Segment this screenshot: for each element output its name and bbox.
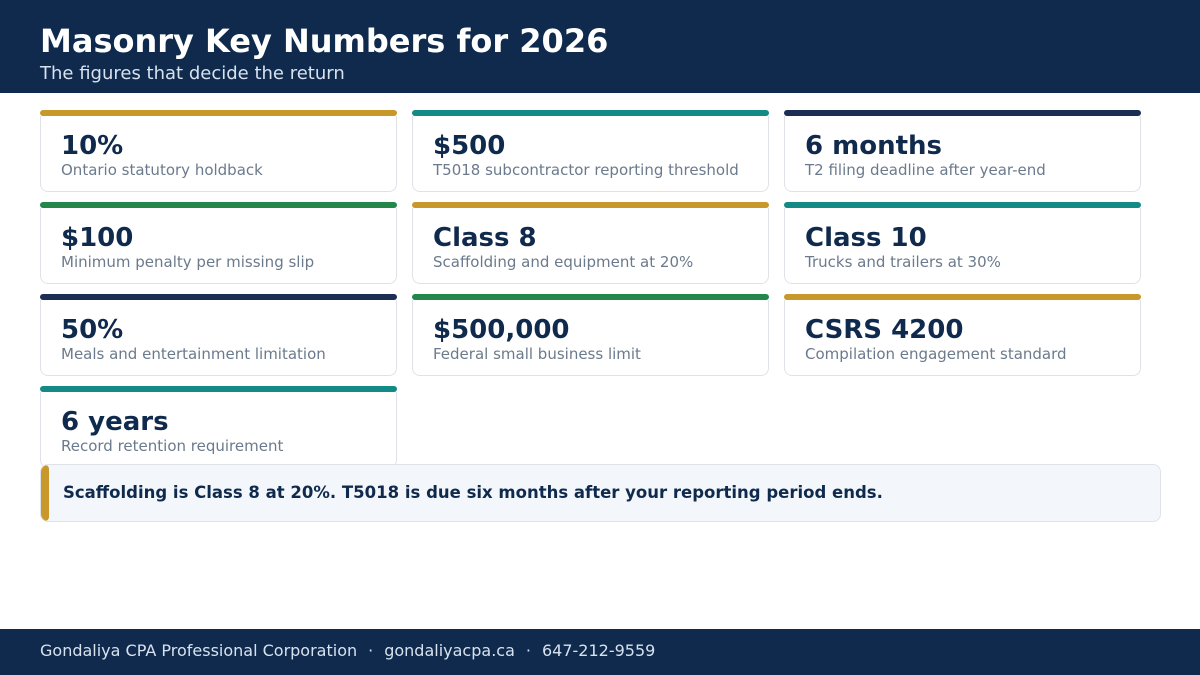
card-accent-bar — [412, 294, 769, 300]
card-label: Meals and entertainment limitation — [61, 345, 326, 363]
card-accent-bar — [40, 294, 397, 300]
card-label: Minimum penalty per missing slip — [61, 253, 315, 271]
page-subtitle: The figures that decide the return — [40, 63, 345, 84]
key-number-card: CSRS 4200 Compilation engagement standar… — [784, 294, 1141, 376]
card-value: $500,000 — [433, 315, 570, 345]
footer-separator: · — [525, 641, 531, 660]
card-value: 50% — [61, 315, 124, 345]
card-label: T5018 subcontractor reporting threshold — [433, 161, 739, 179]
key-number-card: 50% Meals and entertainment limitation — [40, 294, 397, 376]
footer-contact-line: Gondaliya CPA Professional Corporation · g… — [40, 641, 655, 661]
card-label: Scaffolding and equipment at 20% — [433, 253, 694, 271]
footer-phone[interactable]: 647-212-9559 — [541, 641, 656, 660]
card-value: CSRS 4200 — [805, 315, 964, 345]
card-accent-bar — [40, 202, 397, 208]
card-value: 6 years — [61, 407, 169, 437]
key-number-card: $500,000 Federal small business limit — [412, 294, 769, 376]
card-accent-bar — [412, 110, 769, 116]
footer-website-link[interactable]: gondaliyacpa.ca — [384, 641, 515, 660]
card-label: Trucks and trailers at 30% — [805, 253, 1001, 271]
card-value: 6 months — [805, 131, 943, 161]
card-value: Class 8 — [433, 223, 537, 253]
card-label: T2 filing deadline after year-end — [805, 161, 1046, 179]
key-number-card: 6 years Record retention requirement — [40, 386, 397, 468]
key-number-card: $500 T5018 subcontractor reporting thres… — [412, 110, 769, 192]
key-numbers-grid: 10% Ontario statutory holdback $500 T501… — [40, 110, 1141, 468]
card-accent-bar — [40, 386, 397, 392]
card-value: $500 — [433, 131, 506, 161]
card-value: 10% — [61, 131, 124, 161]
callout-accent-bar — [41, 465, 49, 521]
card-label: Ontario statutory holdback — [61, 161, 263, 179]
card-label: Federal small business limit — [433, 345, 641, 363]
callout-text: Scaffolding is Class 8 at 20%. T5018 is … — [63, 483, 883, 502]
footer-bar: Gondaliya CPA Professional Corporation · g… — [0, 629, 1200, 675]
page-title: Masonry Key Numbers for 2026 — [40, 22, 609, 60]
card-accent-bar — [40, 110, 397, 116]
key-number-card: Class 8 Scaffolding and equipment at 20% — [412, 202, 769, 284]
key-number-card: 10% Ontario statutory holdback — [40, 110, 397, 192]
key-number-card: Class 10 Trucks and trailers at 30% — [784, 202, 1141, 284]
footer-separator: · — [368, 641, 374, 660]
card-accent-bar — [784, 294, 1141, 300]
card-accent-bar — [412, 202, 769, 208]
card-accent-bar — [784, 110, 1141, 116]
key-number-card: 6 months T2 filing deadline after year-e… — [784, 110, 1141, 192]
card-value: $100 — [61, 223, 134, 253]
header-banner: Masonry Key Numbers for 2026 The figures… — [0, 0, 1200, 93]
card-label: Record retention requirement — [61, 437, 284, 455]
card-value: Class 10 — [805, 223, 927, 253]
card-label: Compilation engagement standard — [805, 345, 1067, 363]
footer-company: Gondaliya CPA Professional Corporation — [40, 641, 358, 660]
key-number-card: $100 Minimum penalty per missing slip — [40, 202, 397, 284]
card-accent-bar — [784, 202, 1141, 208]
callout-note: Scaffolding is Class 8 at 20%. T5018 is … — [40, 464, 1161, 522]
